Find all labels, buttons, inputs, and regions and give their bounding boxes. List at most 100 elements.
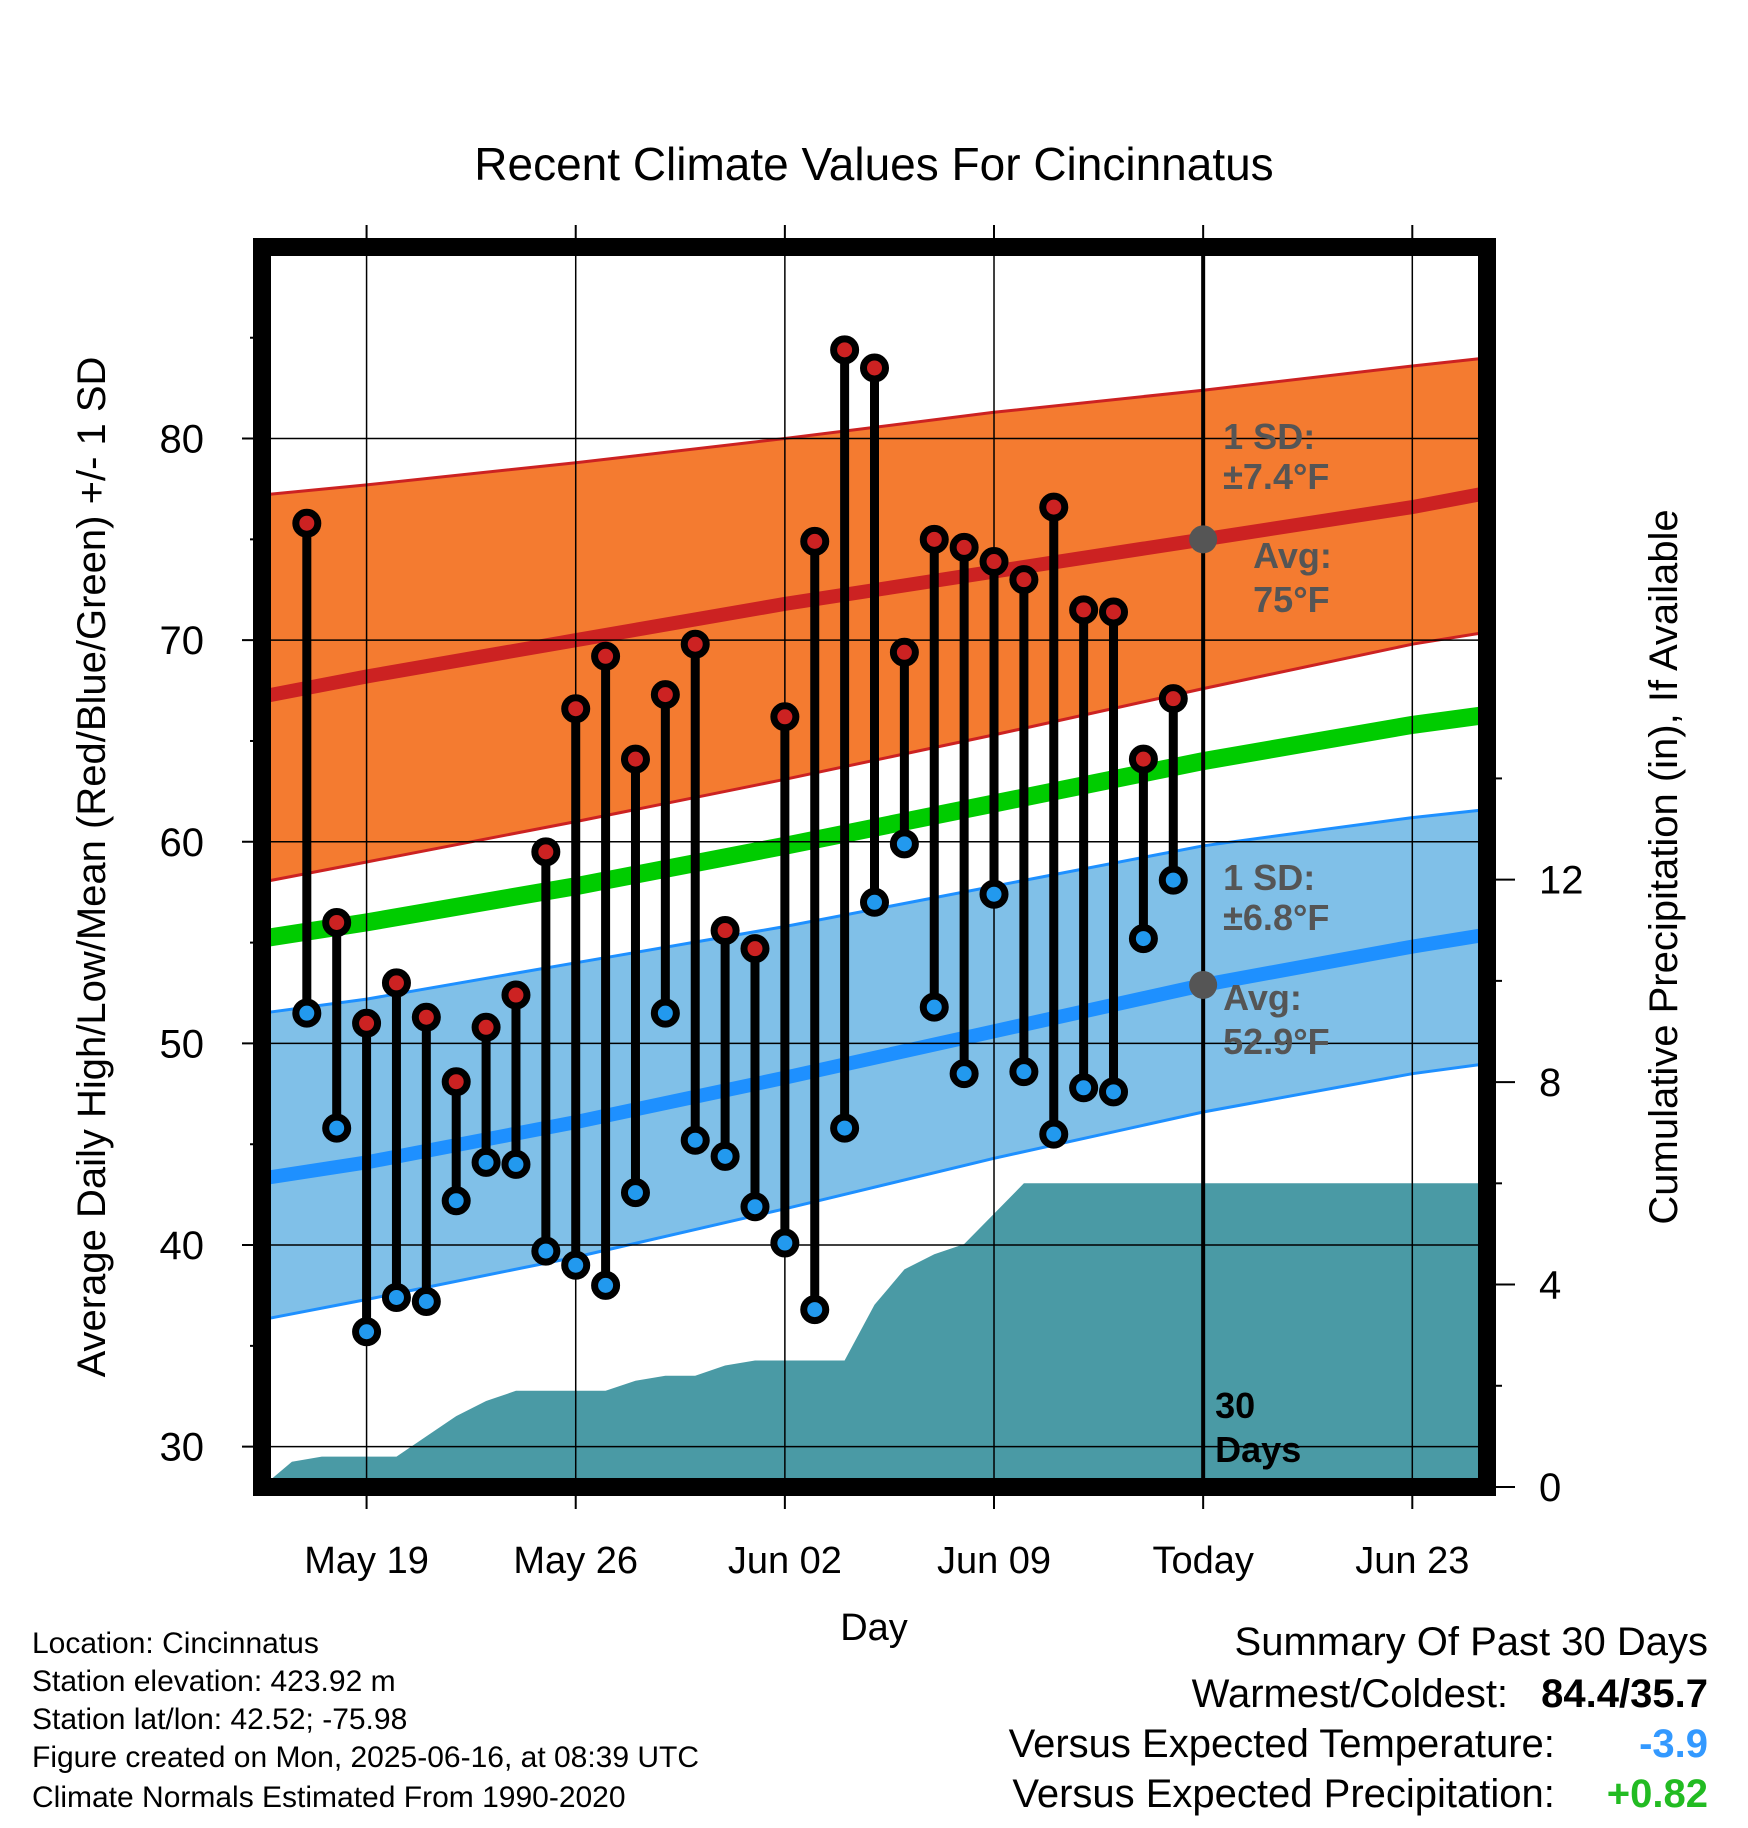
low-point bbox=[770, 1228, 800, 1258]
high-sd-annotation: 1 SD: ±7.4°F bbox=[1223, 416, 1329, 497]
high-point bbox=[1099, 597, 1129, 627]
low-point bbox=[620, 1178, 650, 1208]
warm-cold-label: Warmest/Coldest: bbox=[1191, 1672, 1509, 1716]
chart-title: Recent Climate Values For Cincinnatus bbox=[474, 138, 1273, 190]
axes-layer bbox=[242, 225, 1515, 1509]
x-tick-label-5: Jun 23 bbox=[1355, 1540, 1469, 1582]
x-tick-label-2: Jun 02 bbox=[728, 1540, 842, 1582]
low-point bbox=[1128, 924, 1158, 954]
high-point bbox=[680, 629, 710, 659]
y-tick-label-50: 50 bbox=[160, 1022, 205, 1066]
y2-tick-label-8: 8 bbox=[1539, 1061, 1561, 1105]
low-avg-annotation: Avg: 52.9°F bbox=[1223, 977, 1329, 1062]
x-tick-label-4: Today bbox=[1152, 1540, 1253, 1582]
y2-tick-label-0: 0 bbox=[1539, 1466, 1561, 1510]
high-point bbox=[1128, 744, 1158, 774]
low-point bbox=[501, 1149, 531, 1179]
summary-title-text: Summary Of Past 30 Days bbox=[1234, 1620, 1708, 1664]
y-tick-label-40: 40 bbox=[160, 1224, 205, 1268]
mean-avg-line bbox=[260, 705, 1489, 948]
high-point bbox=[381, 968, 411, 998]
high-point bbox=[591, 641, 621, 671]
info-normals: Climate Normals Estimated From 1990-2020 bbox=[32, 1781, 626, 1814]
y-tick-label-30: 30 bbox=[160, 1426, 205, 1470]
high-point bbox=[352, 1008, 382, 1038]
precipitation-area bbox=[262, 1183, 1487, 1487]
x-axis-label: Day bbox=[840, 1607, 908, 1649]
low-point bbox=[441, 1186, 471, 1216]
high-point bbox=[531, 837, 561, 867]
high-sd-lower-line bbox=[261, 630, 1488, 884]
high-point bbox=[501, 980, 531, 1010]
info-elevation: Station elevation: 423.92 m bbox=[32, 1665, 396, 1698]
low-point bbox=[919, 992, 949, 1022]
summary-temp: Versus Expected Temperature: -3.9 bbox=[1009, 1722, 1708, 1767]
info-created: Figure created on Mon, 2025-06-16, at 08… bbox=[32, 1741, 700, 1774]
high-point bbox=[650, 680, 680, 710]
high-point bbox=[441, 1067, 471, 1097]
low-point bbox=[680, 1125, 710, 1155]
low-sd-annotation: 1 SD: ±6.8°F bbox=[1223, 857, 1329, 938]
high-point bbox=[710, 916, 740, 946]
high-point bbox=[740, 934, 770, 964]
low-point bbox=[1009, 1057, 1039, 1087]
low-point bbox=[591, 1270, 621, 1300]
low-point bbox=[322, 1113, 352, 1143]
high-point bbox=[471, 1012, 501, 1042]
temp-label: Versus Expected Temperature: bbox=[1008, 1722, 1555, 1766]
summary-precip: Versus Expected Precipitation: +0.82 bbox=[1012, 1772, 1708, 1817]
high-point bbox=[561, 694, 591, 724]
high-point bbox=[830, 335, 860, 365]
y2-tick-label-12: 12 bbox=[1539, 859, 1584, 903]
y-axis-label: Average Daily High/Low/Mean (Red/Blue/Gr… bbox=[70, 357, 114, 1378]
low-point bbox=[381, 1282, 411, 1312]
precipitation-area-layer bbox=[262, 1183, 1487, 1487]
high-avg-annotation: Avg: 75°F bbox=[1253, 535, 1332, 620]
precip-label: Versus Expected Precipitation: bbox=[1012, 1772, 1555, 1816]
precip-value: +0.82 bbox=[1606, 1772, 1708, 1816]
info-location: Location: Cincinnatus bbox=[32, 1627, 319, 1660]
y-tick-label-60: 60 bbox=[160, 821, 205, 865]
today-low-avg-marker bbox=[1189, 970, 1218, 999]
high-point bbox=[979, 547, 1009, 577]
y-tick-label-80: 80 bbox=[160, 418, 205, 462]
x-tick-label-3: Jun 09 bbox=[937, 1540, 1051, 1582]
high-point bbox=[411, 1002, 441, 1032]
x-tick-label-1: May 26 bbox=[513, 1540, 638, 1582]
low-point bbox=[800, 1295, 830, 1325]
today-high-avg-marker bbox=[1189, 525, 1218, 554]
high-point bbox=[800, 526, 830, 556]
low-point bbox=[740, 1192, 770, 1222]
daily-range-layer bbox=[292, 335, 1218, 1347]
low-point bbox=[710, 1141, 740, 1171]
low-point bbox=[352, 1317, 382, 1347]
low-avg-line bbox=[260, 927, 1489, 1186]
info-latlon: Station lat/lon: 42.52; -75.98 bbox=[32, 1703, 408, 1736]
high-point bbox=[292, 508, 322, 538]
low-point bbox=[561, 1250, 591, 1280]
low-point bbox=[292, 998, 322, 1028]
low-point bbox=[979, 879, 1009, 909]
high-avg-line bbox=[260, 486, 1489, 704]
warm-cold-value: 84.4/35.7 bbox=[1541, 1672, 1708, 1716]
low-point bbox=[531, 1236, 561, 1266]
temp-value: -3.9 bbox=[1639, 1722, 1708, 1766]
y2-axis-label: Cumulative Precipitation (in), If Availa… bbox=[1642, 509, 1686, 1224]
low-point bbox=[411, 1287, 441, 1317]
y-tick-label-70: 70 bbox=[160, 619, 205, 663]
low-point bbox=[471, 1147, 501, 1177]
labels-layer: 30 40 50 60 70 80 0 4 8 12 May 19 May 26 Jun 02 Jun 0… bbox=[70, 138, 1686, 1649]
high-point bbox=[1039, 492, 1069, 522]
low-point bbox=[1099, 1077, 1129, 1107]
high-point bbox=[1009, 565, 1039, 595]
high-point bbox=[620, 744, 650, 774]
today-days-annotation: 30 Days bbox=[1215, 1385, 1301, 1470]
low-point bbox=[860, 887, 889, 917]
y2-tick-label-4: 4 bbox=[1539, 1264, 1561, 1308]
high-point bbox=[322, 907, 352, 937]
low-point bbox=[889, 829, 919, 859]
high-point bbox=[770, 702, 800, 732]
high-point bbox=[919, 524, 949, 554]
high-point bbox=[1069, 595, 1099, 625]
